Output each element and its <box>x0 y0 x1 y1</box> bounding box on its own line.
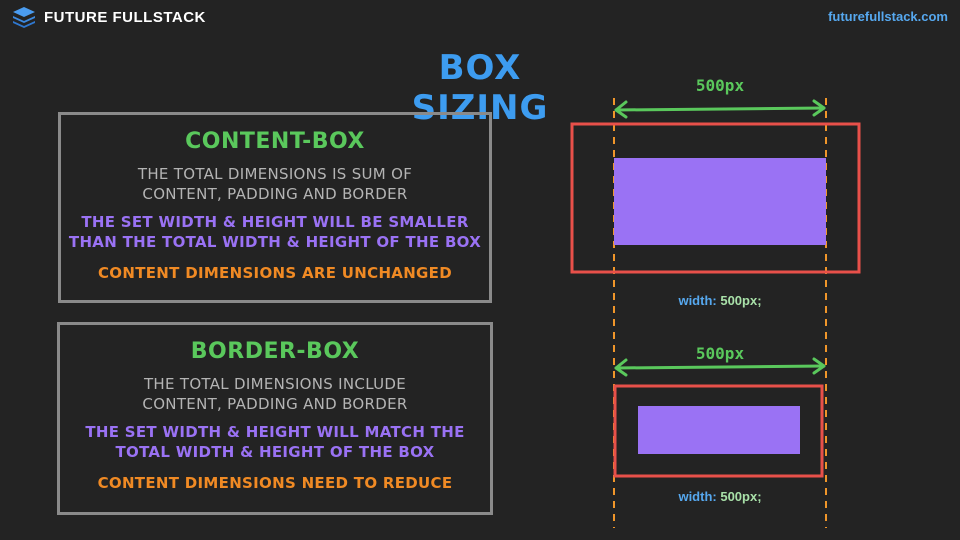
border-box-border-outline <box>613 384 824 478</box>
content-box-description: THE TOTAL DIMENSIONS IS SUM OF CONTENT, … <box>61 164 489 204</box>
content-box-desc-line1: THE TOTAL DIMENSIONS IS SUM OF <box>137 165 413 183</box>
top-dimension-label: 500px <box>695 76 745 95</box>
border-box-panel: BORDER-BOX THE TOTAL DIMENSIONS INCLUDE … <box>57 322 493 515</box>
content-box-purple-line2: THAN THE TOTAL WIDTH & HEIGHT OF THE BOX <box>68 233 482 251</box>
border-box-code-label: width: 500px; <box>620 489 820 504</box>
brand-name: FUTURE FULLSTACK <box>44 8 206 26</box>
content-box-code-prop: width: <box>678 293 717 308</box>
bottom-dimension-label: 500px <box>695 344 745 363</box>
border-box-desc-line2: CONTENT, PADDING AND BORDER <box>142 395 408 413</box>
content-box-purple-line1: THE SET WIDTH & HEIGHT WILL BE SMALLER <box>81 213 469 231</box>
content-box-heading: CONTENT-BOX <box>185 129 365 154</box>
border-box-heading: BORDER-BOX <box>190 339 360 364</box>
content-box-border-outline <box>570 122 861 274</box>
bottom-dimension-arrow <box>614 357 826 377</box>
border-box-size-note: THE SET WIDTH & HEIGHT WILL MATCH THE TO… <box>60 422 490 462</box>
border-box-code-value: 500px; <box>720 489 762 504</box>
content-box-code-label: width: 500px; <box>620 293 820 308</box>
content-box-content-note: CONTENT DIMENSIONS ARE UNCHANGED <box>98 264 452 282</box>
border-box-code-prop: width: <box>678 489 717 504</box>
border-box-content-area <box>638 406 800 454</box>
brand-logo[interactable]: FUTURE FULLSTACK <box>12 6 206 28</box>
border-box-content-note: CONTENT DIMENSIONS NEED TO REDUCE <box>97 474 453 492</box>
content-box-content-area <box>614 158 826 245</box>
border-box-purple-line2: TOTAL WIDTH & HEIGHT OF THE BOX <box>115 443 435 461</box>
border-box-description: THE TOTAL DIMENSIONS INCLUDE CONTENT, PA… <box>60 374 490 414</box>
content-box-panel: CONTENT-BOX THE TOTAL DIMENSIONS IS SUM … <box>58 112 492 303</box>
border-box-purple-line1: THE SET WIDTH & HEIGHT WILL MATCH THE <box>85 423 465 441</box>
border-box-desc-line1: THE TOTAL DIMENSIONS INCLUDE <box>143 375 407 393</box>
site-url[interactable]: futurefullstack.com <box>828 9 948 24</box>
content-box-code-value: 500px; <box>720 293 762 308</box>
page-title: BOX SIZING <box>411 48 549 128</box>
top-dimension-arrow <box>614 99 826 119</box>
content-box-size-note: THE SET WIDTH & HEIGHT WILL BE SMALLER T… <box>61 212 489 252</box>
stacked-layers-icon <box>13 7 35 28</box>
content-box-desc-line2: CONTENT, PADDING AND BORDER <box>142 185 408 203</box>
